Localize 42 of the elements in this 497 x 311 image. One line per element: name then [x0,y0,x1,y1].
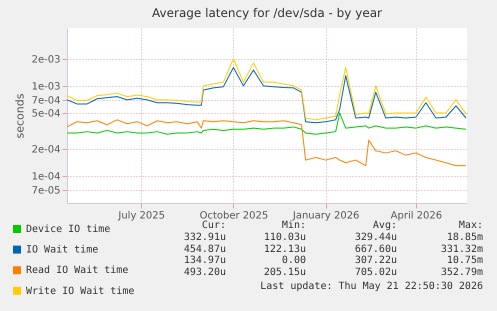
y-tick-label: 2e-04 [32,144,60,156]
text: 307.22u [354,255,397,266]
y-axis-title: seconds [14,93,27,138]
y-tick-label: 1e-04 [32,171,60,182]
text: 18.85m [446,232,483,243]
text: 332.91u [184,232,226,243]
x-tick-label: July 2025 [117,210,165,222]
line-series [67,58,466,120]
text: Avg: [372,220,397,231]
text: 0.00 [282,255,306,266]
line-series [67,67,466,124]
x-tick-label: January 2026 [292,210,360,222]
text: 122.13u [264,244,306,255]
text: 10.75m [446,255,483,266]
y-tick-label: 1e-03 [32,81,60,92]
text: 205.15u [264,267,306,278]
chart-title: Average latency for /dev/sda - by year [152,6,382,20]
text: 667.60u [354,244,397,255]
text: 134.97u [184,255,226,266]
text: Max: [458,220,483,231]
text: 454.87u [184,244,226,255]
y-tick-label: 7e-04 [32,95,60,106]
y-tick-label: 2e-03 [32,54,60,66]
legend-label: Read IO Wait time [26,265,128,276]
legend-label: IO Wait time [26,244,98,256]
text: Last update: Thu May 21 22:50:30 2026 [260,281,483,292]
y-tick-label: 5e-04 [32,108,60,120]
text: 352.79m [440,267,483,278]
text: Min: [282,220,306,231]
x-tick-label: October 2025 [200,210,268,222]
text: 705.02u [354,267,397,278]
text: 329.44u [354,232,397,243]
text: 110.03u [264,232,306,243]
line-series [67,119,466,166]
line-series [67,112,466,135]
legend-label: Write IO Wait time [26,286,134,297]
text: Cur: [202,220,226,231]
legend-label: Device IO time [26,224,110,235]
text: 331.32m [440,244,483,255]
x-tick-label: April 2026 [390,210,442,222]
y-tick-label: 7e-05 [32,185,60,196]
text: 493.20u [184,267,226,278]
